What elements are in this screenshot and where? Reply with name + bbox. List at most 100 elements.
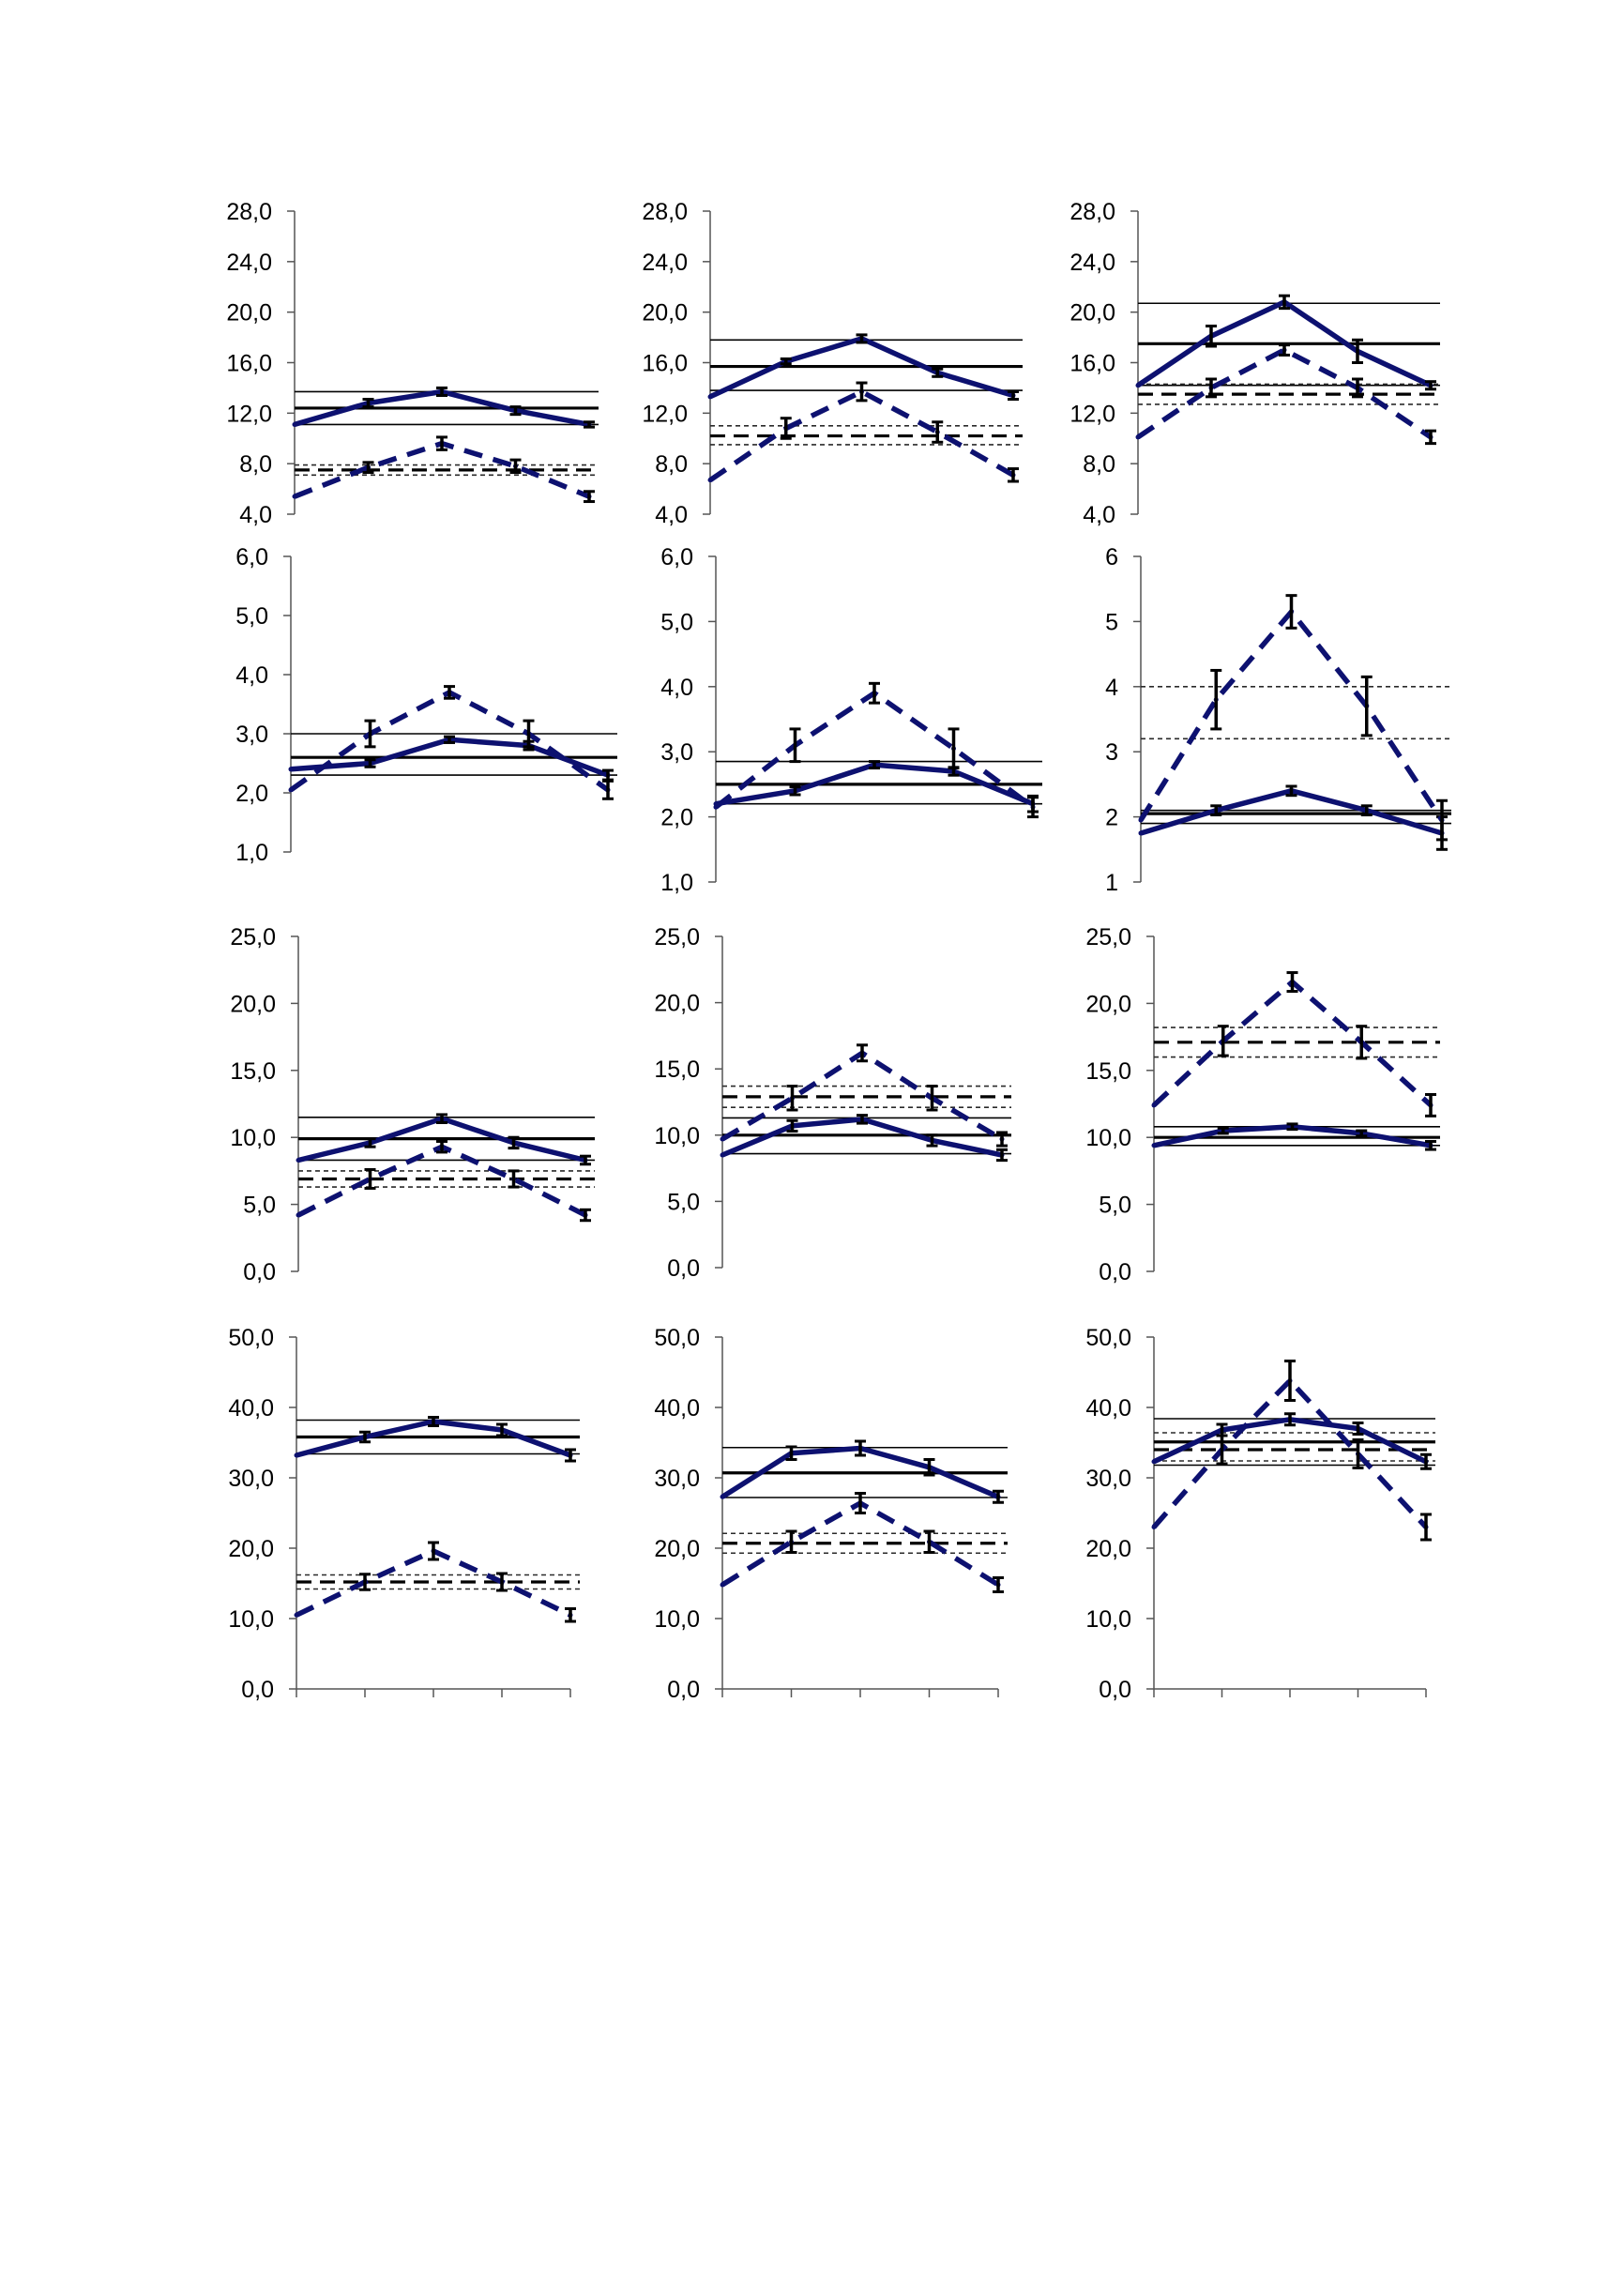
error-bar	[926, 1133, 938, 1148]
y-tick-label: 8,0	[1083, 451, 1115, 478]
chart-panel-4: 6,0 5,0 4,0 3,0 2,0 1,0	[235, 544, 617, 866]
y-tick-label: 30,0	[228, 1466, 274, 1492]
error-bar	[1425, 1139, 1436, 1151]
y-tick-label: 10,0	[1085, 1125, 1131, 1151]
error-bar	[1286, 971, 1298, 994]
dashed-series-line	[708, 388, 1015, 482]
error-bar	[509, 405, 522, 417]
error-bar	[1285, 784, 1297, 798]
error-bar	[1425, 1093, 1436, 1118]
error-bar	[856, 333, 868, 344]
dashed-series-line	[714, 690, 1035, 810]
y-tick-label: 3,0	[235, 722, 268, 748]
y-tick-label: 16,0	[226, 351, 272, 377]
y-tick-label: 0,0	[241, 1677, 274, 1703]
error-bar	[857, 1043, 868, 1063]
error-bar	[948, 727, 960, 770]
error-bar	[1284, 1360, 1296, 1402]
error-bar	[996, 1131, 1008, 1148]
error-bar	[428, 1416, 439, 1427]
y-tick-label: 12,0	[226, 401, 272, 427]
error-bar	[364, 1137, 376, 1148]
error-bar	[1360, 804, 1373, 817]
y-tick-label: 4,0	[235, 662, 268, 689]
y-tick-label: 16,0	[642, 351, 688, 377]
y-tick-label: 6,0	[235, 544, 268, 570]
y-tick-label: 4,0	[239, 502, 272, 528]
y-tick-label: 40,0	[654, 1395, 700, 1422]
data-point	[292, 494, 297, 499]
y-tick-label: 4,0	[655, 502, 688, 528]
error-bar	[1206, 377, 1217, 399]
error-bar	[584, 490, 595, 504]
error-bar	[932, 420, 944, 444]
error-bar	[1425, 380, 1436, 391]
y-tick-label: 0,0	[243, 1259, 276, 1285]
y-tick-label: 0,0	[667, 1255, 700, 1282]
y-tick-label: 12,0	[1069, 401, 1115, 427]
y-tick-label: 5,0	[660, 609, 693, 635]
y-tick-label: 20,0	[1085, 991, 1131, 1017]
y-tick-label: 6	[1105, 544, 1118, 570]
error-bar	[436, 386, 447, 397]
y-tick-label: 6,0	[660, 544, 693, 570]
error-bar	[580, 1154, 591, 1166]
error-bar	[508, 1135, 520, 1150]
data-point	[288, 787, 294, 793]
chart-panel-8: 25,0 20,0 15,0 10,0 5,0 0,0	[654, 924, 1011, 1282]
error-bar	[857, 1114, 868, 1125]
data-point	[1135, 383, 1141, 388]
error-bar	[1210, 804, 1222, 817]
data-point	[1151, 1143, 1157, 1148]
error-bar	[436, 435, 447, 451]
error-bar	[1285, 594, 1297, 630]
y-tick-label: 0,0	[1099, 1259, 1131, 1285]
y-tick-label: 20,0	[1085, 1536, 1131, 1562]
error-bar	[584, 420, 595, 429]
error-bar	[436, 1113, 447, 1124]
error-bar	[1352, 1422, 1364, 1436]
data-point	[707, 394, 713, 400]
error-bar	[1352, 338, 1363, 364]
error-bar	[786, 1085, 798, 1112]
error-bar	[362, 461, 374, 475]
y-tick-label: 25,0	[1085, 924, 1131, 950]
error-bar	[789, 727, 801, 764]
y-tick-label: 28,0	[642, 199, 688, 225]
error-bar	[780, 417, 792, 440]
y-tick-label: 2,0	[660, 805, 693, 831]
y-tick-label: 20,0	[642, 300, 688, 327]
y-tick-label: 1	[1105, 870, 1118, 896]
error-bar	[1352, 1438, 1364, 1469]
error-bar	[869, 760, 880, 770]
error-bar	[1217, 1126, 1229, 1135]
y-tick-label: 10,0	[1085, 1606, 1131, 1633]
y-tick-label: 5,0	[243, 1193, 276, 1219]
error-bar	[364, 758, 376, 768]
error-bar	[565, 1607, 576, 1623]
solid-series-line	[1140, 788, 1443, 836]
y-tick-label: 5,0	[235, 603, 268, 630]
y-tick-label: 24,0	[226, 250, 272, 276]
chart-panel-2: 28,0 24,0 20,0 16,0 12,0 8,0 4,0	[642, 199, 1023, 528]
error-bar	[1352, 377, 1363, 399]
error-bar	[1425, 429, 1436, 446]
error-bar	[444, 735, 455, 744]
error-bar	[364, 719, 376, 749]
error-bar	[359, 1573, 371, 1591]
dashed-series-line	[1151, 1377, 1429, 1529]
error-bar	[869, 681, 880, 705]
y-tick-label: 12,0	[642, 401, 688, 427]
error-bar	[855, 1439, 866, 1457]
chart-panel-5: 6,0 5,0 4,0 3,0 2,0 1,0	[660, 544, 1042, 896]
y-tick-label: 24,0	[1069, 250, 1115, 276]
error-bar	[436, 1139, 447, 1154]
error-bar	[993, 1576, 1004, 1593]
error-bar	[496, 1422, 508, 1437]
y-tick-label: 1,0	[235, 840, 268, 866]
error-bar	[1360, 675, 1373, 737]
y-tick-label: 1,0	[660, 870, 693, 896]
dashed-series-line	[720, 1500, 1000, 1588]
error-bar	[932, 367, 944, 378]
error-bar	[1008, 467, 1019, 483]
